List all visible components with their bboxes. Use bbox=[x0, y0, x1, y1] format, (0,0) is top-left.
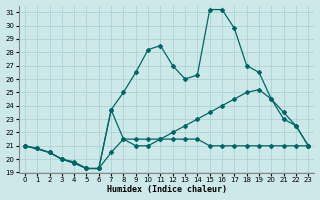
X-axis label: Humidex (Indice chaleur): Humidex (Indice chaleur) bbox=[107, 185, 227, 194]
